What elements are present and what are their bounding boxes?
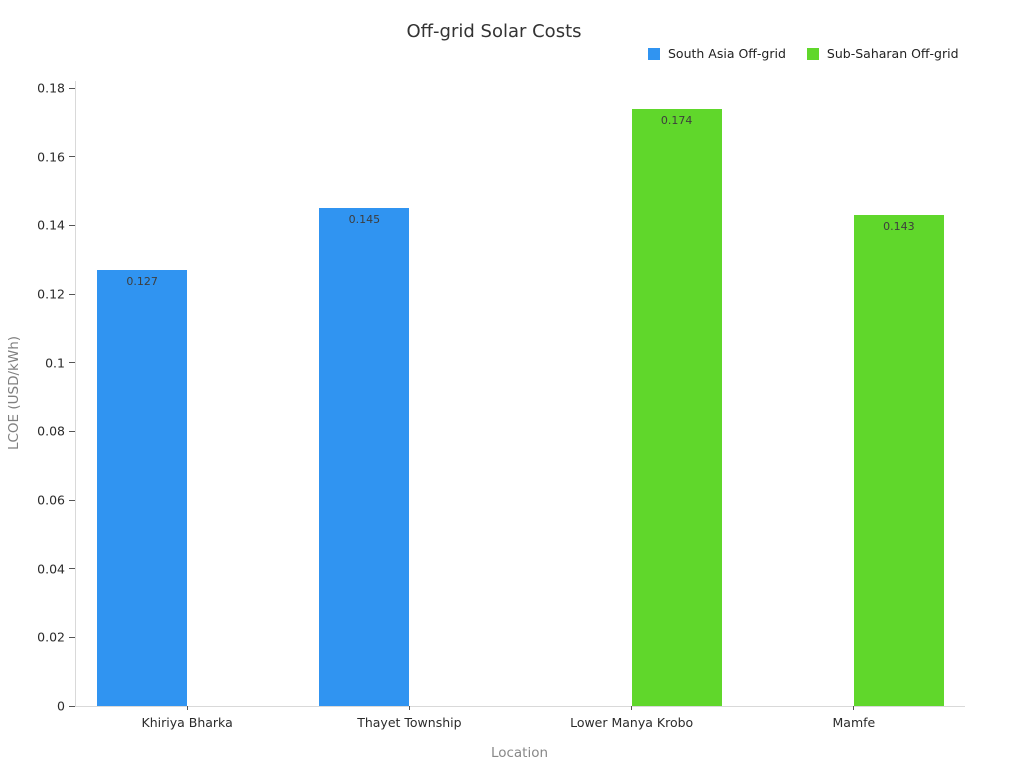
legend-label-sub-saharan: Sub-Saharan Off-grid bbox=[826, 46, 959, 61]
y-tick-label: 0.02 bbox=[37, 629, 65, 645]
y-tick bbox=[69, 705, 75, 707]
y-tick-label: 0.14 bbox=[37, 217, 65, 233]
bar: 0.127 bbox=[97, 269, 188, 706]
x-axis-title: Location bbox=[490, 745, 549, 761]
y-tick-label: 0.12 bbox=[37, 286, 65, 302]
chart-title: Off-grid Solar Costs bbox=[406, 21, 582, 42]
bar-value-label: 0.143 bbox=[883, 220, 915, 234]
x-tick bbox=[631, 706, 633, 710]
x-tick bbox=[186, 706, 188, 710]
bar-value-label: 0.145 bbox=[348, 213, 381, 227]
y-tick bbox=[69, 362, 75, 364]
bar: 0.143 bbox=[853, 215, 944, 706]
y-tick bbox=[69, 430, 75, 432]
bar-value-label: 0.174 bbox=[660, 113, 693, 127]
y-tick-label: 0.04 bbox=[37, 561, 65, 577]
bar: 0.174 bbox=[631, 108, 722, 706]
plot-area: 0 0.02 0.04 0.06 0.08 0.1 0.12 0.14 0.16 0.18 Khir… bbox=[37, 81, 965, 730]
y-tick bbox=[69, 568, 75, 570]
bar: 0.145 bbox=[319, 208, 410, 706]
x-tick-label: Lower Manya Krobo bbox=[570, 715, 694, 730]
y-tick bbox=[69, 87, 75, 89]
x-tick-label: Khiriya Bharka bbox=[141, 715, 233, 730]
y-tick-label: 0.16 bbox=[37, 149, 65, 165]
y-tick bbox=[69, 224, 75, 226]
x-tick bbox=[853, 706, 855, 710]
x-tick bbox=[408, 706, 410, 710]
y-axis-title: LCOE (USD/kWh) bbox=[6, 335, 22, 451]
y-tick-label: 0.08 bbox=[37, 423, 65, 439]
legend-swatch-south-asia-icon bbox=[648, 47, 660, 60]
y-tick bbox=[69, 636, 75, 638]
x-tick-label: Thayet Township bbox=[357, 715, 462, 730]
legend-swatch-sub-saharan-icon bbox=[806, 47, 819, 60]
y-tick bbox=[69, 499, 75, 501]
y-tick-label: 0.06 bbox=[37, 492, 65, 508]
y-tick-label: 0 bbox=[57, 698, 65, 714]
legend-item-sub-saharan: Sub-Saharan Off-grid bbox=[806, 46, 959, 61]
y-tick-label: 0.1 bbox=[45, 355, 65, 371]
x-axis-title-wrap: Location bbox=[75, 742, 964, 761]
y-tick bbox=[69, 156, 75, 158]
legend-item-south-asia: South Asia Off-grid bbox=[648, 46, 786, 61]
x-tick-label: Mamfe bbox=[832, 715, 876, 730]
y-tick bbox=[69, 293, 75, 295]
legend-label-south-asia: South Asia Off-grid bbox=[668, 46, 786, 61]
y-tick-label: 0.18 bbox=[37, 80, 65, 96]
legend: South Asia Off-grid Sub-Saharan Off-grid bbox=[648, 46, 959, 61]
bar-value-label: 0.127 bbox=[126, 274, 158, 288]
